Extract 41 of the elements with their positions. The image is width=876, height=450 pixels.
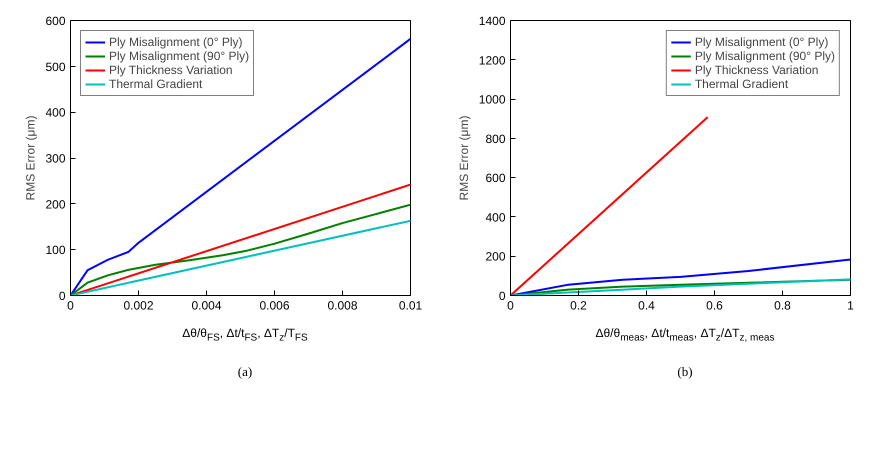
legend-label: Thermal Gradient <box>109 77 202 91</box>
x-tick-label: 0.002 <box>123 298 154 312</box>
x-tick-label: 0.01 <box>398 298 423 312</box>
y-axis-title: RMS Error (μm) <box>23 116 38 200</box>
y-tick-label: 200 <box>485 250 506 264</box>
x-tick-label: 0.6 <box>706 298 724 312</box>
y-tick-label: 1400 <box>478 14 506 28</box>
y-tick-label: 1000 <box>478 92 506 107</box>
y-tick-label: 0 <box>58 289 66 303</box>
x-tick-label: 0 <box>507 298 514 312</box>
y-tick-label: 800 <box>485 132 506 146</box>
x-tick-label: 0.006 <box>259 298 290 312</box>
legend-label: Ply Misalignment (90° Ply) <box>694 49 835 63</box>
legend-label: Ply Misalignment (90° Ply) <box>109 49 250 63</box>
x-tick-label: 0.4 <box>638 298 656 312</box>
y-tick-label: 500 <box>45 60 66 74</box>
y-tick-label: 1200 <box>478 53 506 68</box>
y-tick-label: 300 <box>45 152 66 166</box>
legend-label: Ply Misalignment (0° Ply) <box>694 35 828 49</box>
legend-label: Thermal Gradient <box>694 77 788 91</box>
x-axis-title: Δθ/θ$_{FS}$, Δt/t$_{FS}$, ΔT$_{z}$/T$_{FS}$ <box>181 325 309 346</box>
x-tick-label: 1 <box>847 298 854 312</box>
y-tick-label: 600 <box>45 14 66 28</box>
y-tick-label: 100 <box>45 243 66 258</box>
legend-label: Ply Misalignment (0° Ply) <box>109 35 242 49</box>
x-tick-label: 0 <box>67 298 74 312</box>
y-axis-title: RMS Error (μm) <box>456 116 471 200</box>
x-axis-title: Δθ/θ$_{meas}$, Δt/t$_{meas}$, ΔT$_{z}$/ΔT$_{z, meas}$ <box>594 325 776 346</box>
text: (a) <box>236 363 254 381</box>
x-tick-label: 0.008 <box>327 298 358 312</box>
legend-label: Ply Thickness Variation <box>694 63 818 77</box>
y-tick-label: 200 <box>45 197 66 212</box>
x-tick-label: 0.8 <box>774 298 792 312</box>
y-tick-label: 600 <box>485 171 506 186</box>
x-tick-label: 0.004 <box>191 298 222 312</box>
legend-label: Ply Thickness Variation <box>109 63 233 77</box>
y-tick-label: 0 <box>498 289 506 303</box>
y-tick-label: 400 <box>45 106 66 120</box>
y-tick-label: 400 <box>485 210 506 224</box>
text: (b) <box>676 363 694 381</box>
x-tick-label: 0.2 <box>570 298 588 312</box>
